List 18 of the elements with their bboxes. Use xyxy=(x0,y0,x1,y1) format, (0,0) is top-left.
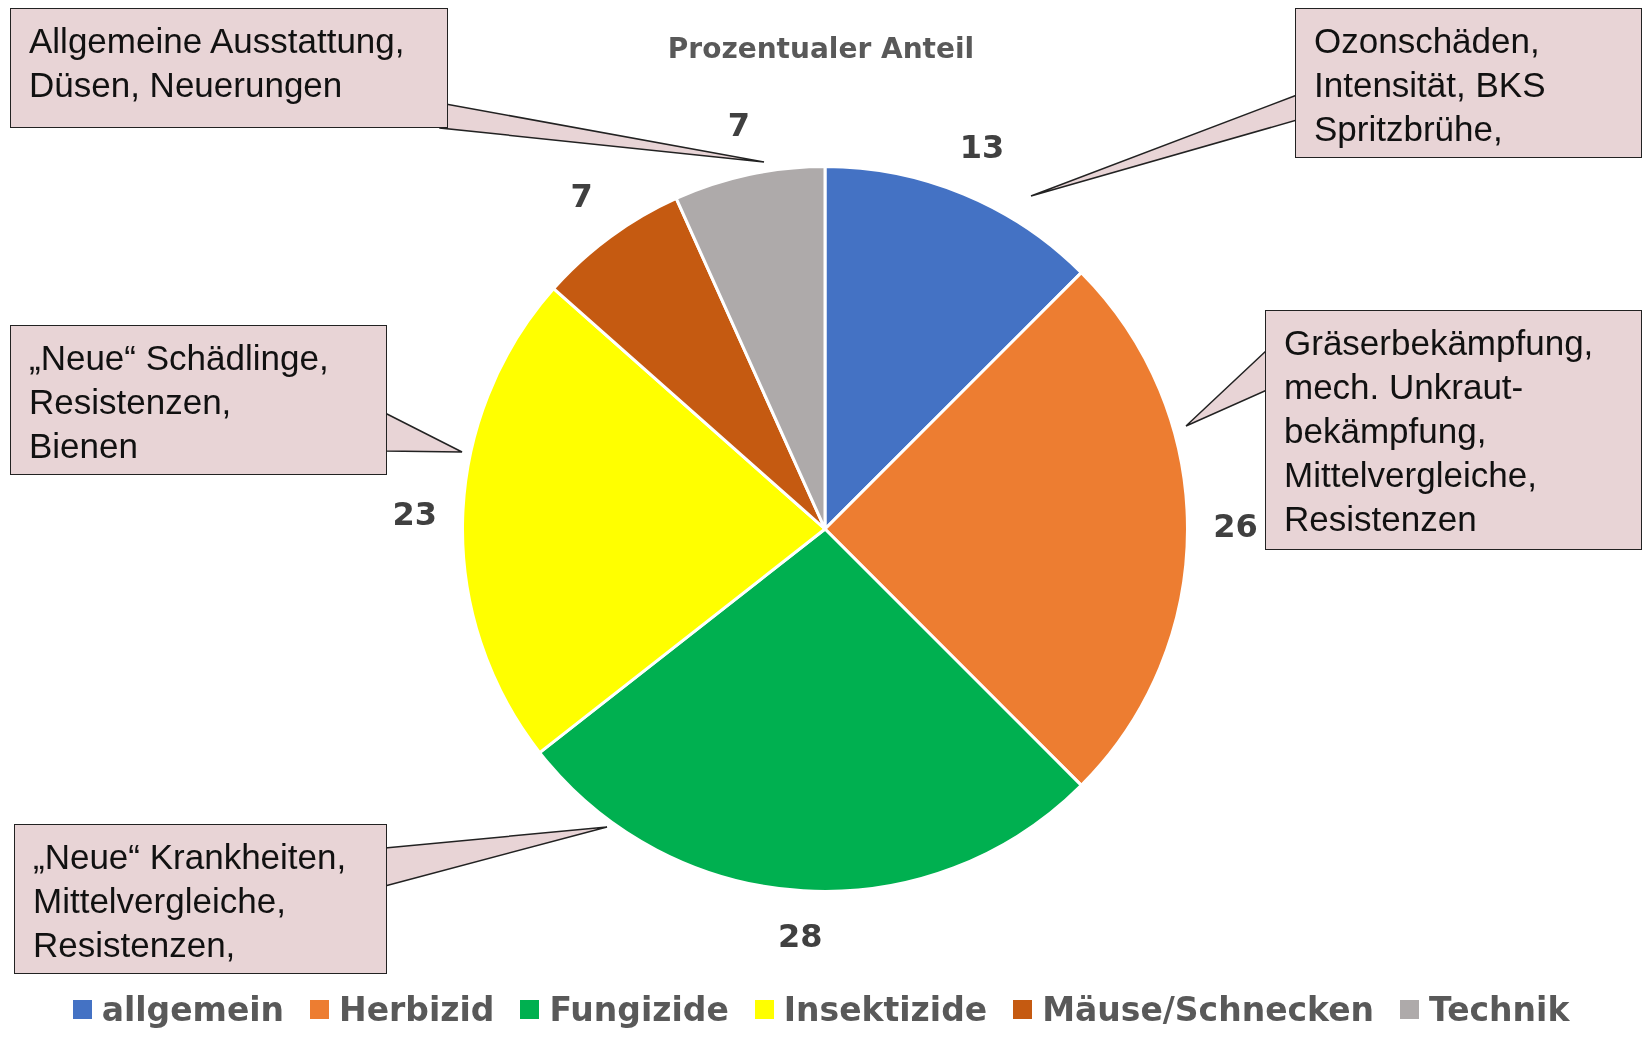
legend-label: allgemein xyxy=(101,990,285,1029)
chart-title: Prozentualer Anteil xyxy=(667,32,975,65)
legend-label: Fungizide xyxy=(549,990,729,1029)
legend-label: Insektizide xyxy=(783,990,988,1029)
text: Gräserbekämpfung, mech. Unkraut- bekämpfung, Mittelvergleiche, Resistenzen xyxy=(1265,310,1642,550)
legend-label: Herbizid xyxy=(339,990,495,1029)
data-label: 28 xyxy=(777,917,823,956)
data-label: 7 xyxy=(570,176,593,215)
text: „Neue“ Krankheiten, Mittelvergleiche, Resistenzen, xyxy=(14,824,387,974)
data-label: 13 xyxy=(959,128,1005,167)
data-label: 23 xyxy=(392,494,437,533)
legend-label: Mäuse/Schnecken xyxy=(1042,990,1375,1029)
legend-label: Technik xyxy=(1429,990,1570,1029)
text: „Neue“ Schädlinge, Resistenzen, Bienen xyxy=(10,325,387,475)
data-label: 7 xyxy=(727,105,750,144)
text: Allgemeine Ausstattung, Düsen, Neuerungen xyxy=(10,8,448,128)
data-label: 26 xyxy=(1213,507,1258,546)
text: Ozonschäden, Intensität, BKS Spritzbrühe, xyxy=(1295,8,1642,158)
